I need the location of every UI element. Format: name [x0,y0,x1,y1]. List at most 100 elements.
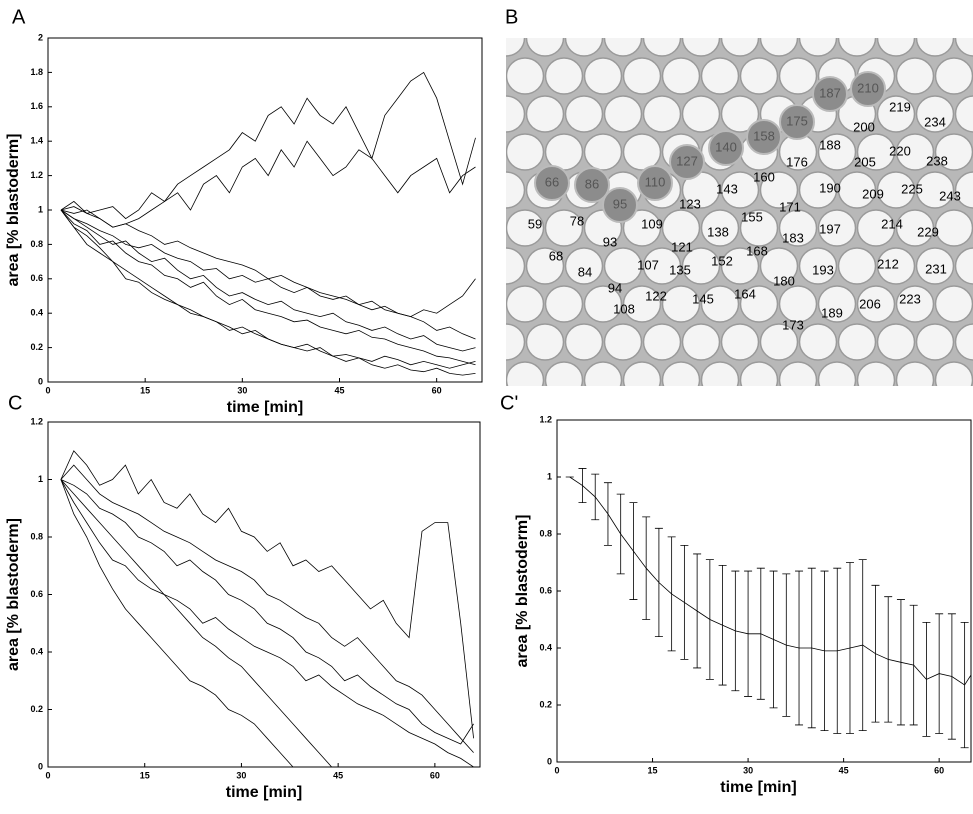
cell-label: 209 [862,186,884,201]
cell-outline [817,361,857,386]
cell-outline [585,0,622,18]
cell-label: 66 [545,174,559,189]
cell-label: 234 [924,114,946,129]
cell-outline [915,171,955,209]
cell-outline [564,38,604,57]
y-tick-label: 1 [38,204,43,214]
cell-outline [780,0,817,18]
plot-frame [47,421,481,768]
cell-outline [506,209,545,247]
cell-outline [661,209,701,247]
cell-outline [954,171,973,209]
y-tick-label: 0.4 [539,642,552,652]
error-bar [654,527,663,637]
x-tick-label: 60 [934,765,944,775]
cell-outline [856,133,896,171]
series-line [60,209,476,318]
cell-outline [837,247,877,285]
cell-outline [468,58,505,94]
cell-outline [934,209,973,247]
error-bar [616,493,625,575]
y-tick-label: 1 [38,474,43,484]
cell-label: 121 [671,239,693,254]
y-tick-label: 0.6 [30,273,43,283]
cell-label: 158 [753,128,775,143]
cell-label: 152 [711,253,733,268]
y-axis-label: area [% blastoderm] [5,518,22,671]
cell-label: 93 [603,234,617,249]
y-tick-label: 0.2 [30,704,43,714]
error-bar [909,604,918,726]
error-bar [858,559,867,732]
cell-label: 140 [715,139,737,154]
cell-outline [876,171,916,209]
cell-outline [583,133,623,171]
cell-outline [506,57,545,95]
cell-label: 138 [707,224,729,239]
highlight-cell [779,104,815,140]
cell-label: 143 [716,181,738,196]
cell-outline [837,323,877,361]
cell-outline [622,209,662,247]
cell-outline [876,38,916,57]
error-bar [769,570,778,709]
cell-outline [681,95,721,133]
cell-outline [622,133,662,171]
error-bar [947,613,956,740]
plot-area [60,450,474,767]
highlight-cell [746,119,782,155]
cell-outline [741,0,778,18]
error-bar [922,621,931,737]
cell-label: 205 [854,154,876,169]
series-line [60,479,474,745]
cell-label: 168 [746,243,768,258]
cell-outline [583,285,623,323]
cell-outline [915,38,955,57]
series-line [60,209,476,376]
cell-outline [739,285,779,323]
cell-outline [622,285,662,323]
error-bar [756,567,765,700]
error-bar [871,584,880,723]
x-tick-label: 60 [430,770,440,780]
series-line [60,71,476,220]
cell-outline [661,285,701,323]
cell-label: 164 [734,286,756,301]
cell-label: 238 [926,153,948,168]
cell-label: 225 [901,181,923,196]
cell-label: 190 [819,180,841,195]
panel-label: C' [500,392,518,414]
error-bar [935,613,944,734]
cell-label: 155 [741,209,763,224]
cell-label: 214 [881,216,903,231]
y-tick-label: 1.2 [539,414,552,424]
cell-outline [856,285,896,323]
cell-outline [895,209,935,247]
cell-label: 175 [786,113,808,128]
series-line [60,479,332,767]
mean-line [569,476,971,686]
cell-outline [449,96,486,132]
cell-outline [681,38,721,57]
x-tick-label: 15 [140,385,150,395]
cell-label: 210 [857,80,879,95]
cell-label: 108 [613,301,635,316]
y-tick-label: 0.4 [30,308,43,318]
cell-outline [798,323,838,361]
x-axis-label: time [min] [226,784,302,801]
cell-outline [544,133,584,171]
y-tick-label: 0 [38,376,43,386]
panel-label: A [12,6,26,28]
cell-outline [468,0,505,18]
cell-outline [895,285,935,323]
cell-outline [837,38,877,57]
cell-outline [739,361,779,386]
cell-outline [778,209,818,247]
cell-label: 94 [608,280,622,295]
series-line [60,209,476,369]
cell-outline [681,247,721,285]
cell-label: 180 [773,273,795,288]
cell-outline [681,323,721,361]
cell-outline [603,38,643,57]
cell-label: 187 [819,85,841,100]
